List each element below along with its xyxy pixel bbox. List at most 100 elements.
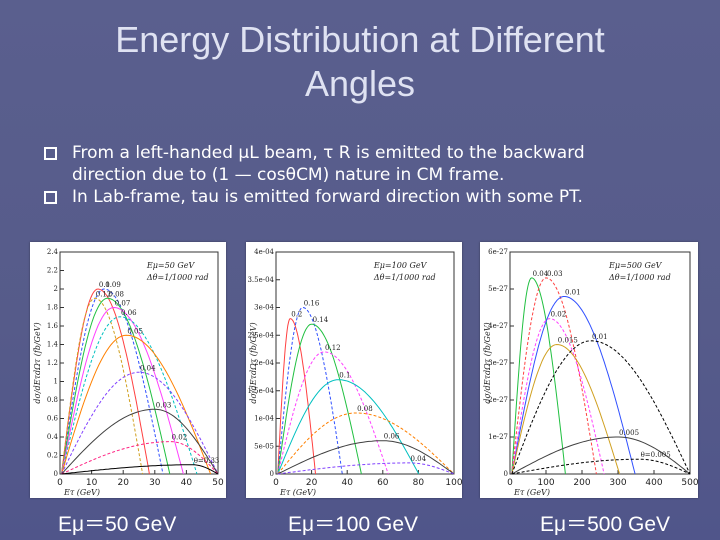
series-line (511, 436, 691, 475)
series-label: 0.02 (172, 434, 188, 442)
series-label: 0.16 (304, 300, 320, 308)
x-tick-label: 40 (341, 478, 353, 488)
series-line (511, 458, 691, 475)
series-line (61, 408, 219, 475)
chart-annotation: Δθ=1/1000 rad (608, 273, 671, 282)
x-axis-label: Eτ (GeV) (63, 488, 100, 497)
y-tick-label: 3e-04 (254, 304, 274, 312)
series-label: 0.2 (291, 311, 302, 319)
x-tick-label: 100 (537, 478, 554, 488)
series-label: 0.1 (339, 372, 350, 380)
chart-annotation: Δθ=1/1000 rad (373, 273, 436, 282)
y-axis-label: dσ/dEτdΩτ (fb/GeV) (33, 322, 42, 403)
chart-panel-100gev: 0 20 40 60 80 100 0 5e-05 1e-04 1.5e-04 2e-04 2.5e-… (246, 242, 462, 498)
x-tick-label: 0 (507, 478, 513, 488)
y-tick-label: 1 (54, 378, 58, 386)
y-axis-label: dσ/dEτdΩτ (fb/GeV) (249, 322, 258, 403)
page-title: Energy Distribution at Different Angles (60, 18, 660, 106)
x-tick-label: 30 (149, 478, 161, 488)
y-tick-label: 1.6 (47, 322, 59, 330)
series-label: θ=0.005 (641, 451, 671, 459)
series-line (61, 297, 171, 475)
x-axis-label: Eτ (GeV) (513, 488, 550, 497)
series-line (511, 277, 597, 475)
x-axis-label: Eτ (GeV) (279, 488, 316, 497)
x-tick-label: 80 (413, 478, 425, 488)
y-tick-label: 0 (504, 470, 508, 478)
x-tick-label: 40 (181, 478, 193, 488)
chart-annotation: Eμ=100 GeV (373, 261, 428, 270)
series-label: 0.03 (547, 270, 563, 278)
bullet-item: In Lab-frame, tau is emitted forward dir… (44, 186, 704, 208)
series-line (277, 323, 362, 475)
square-bullet-icon (44, 191, 57, 204)
series-line (511, 340, 691, 475)
y-tick-label: 2e-04 (254, 359, 274, 367)
series-line (511, 277, 566, 475)
series-label: 0.01 (592, 333, 608, 341)
series-label: 0.14 (313, 316, 329, 324)
y-tick-label: 0 (54, 470, 58, 478)
x-tick-label: 60 (377, 478, 389, 488)
chart-annotation: Eμ=500 GeV (608, 261, 663, 270)
y-axis-label: dσ/dEτdΩτ (fb/GeV) (483, 322, 492, 403)
x-tick-label: 20 (306, 478, 318, 488)
series-line (511, 296, 636, 475)
y-tick-label: 5e-27 (488, 285, 508, 293)
y-tick-label: 0.2 (47, 452, 58, 460)
y-tick-label: 4e-27 (488, 322, 508, 330)
y-tick-label: 4e-04 (254, 248, 274, 256)
x-tick-label: 400 (645, 478, 662, 488)
y-tick-label: 5e-05 (254, 442, 274, 450)
x-tick-label: 100 (445, 478, 462, 488)
bullet-item: From a left-handed μL beam, τ R is emitt… (44, 142, 704, 186)
series-line (277, 379, 420, 475)
series-label: 0.08 (108, 290, 124, 298)
series-line (61, 371, 219, 475)
series-label: 0.005 (619, 429, 639, 437)
y-tick-label: 1e-27 (488, 433, 508, 441)
chart-50gev: 0 10 20 30 40 50 0 0.2 0.4 0.6 0.8 1 1.2 1.4 1.6 1.8 2 2.… (33, 248, 224, 497)
series-line (277, 306, 343, 475)
chart-panel-500gev: 0 100 200 300 400 500 0 1e-27 2e-27 3e-27 4e-27 5e-… (480, 242, 698, 498)
chart-annotation: Δθ=1/1000 rad (146, 273, 209, 282)
series-label: 0.03 (156, 401, 172, 409)
x-tick-label: 300 (609, 478, 626, 488)
series-label: 0.12 (96, 290, 112, 298)
series-label: 0.12 (325, 344, 341, 352)
series-line (61, 306, 184, 475)
bullet-line: From a left-handed μL beam, τ R is emitt… (72, 143, 585, 163)
chart-500gev: 0 100 200 300 400 500 0 1e-27 2e-27 3e-27 4e-27 5e-… (483, 248, 698, 497)
y-tick-label: 0.8 (47, 396, 58, 404)
caption-50gev: Eμ＝50 GeV (58, 513, 177, 536)
y-tick-label: 1.8 (47, 304, 58, 312)
y-tick-label: 1.5e-04 (247, 387, 274, 395)
chart-100gev: 0 20 40 60 80 100 0 5e-05 1e-04 1.5e-04 2e-04 2.5e-… (247, 248, 462, 497)
x-tick-label: 0 (57, 478, 63, 488)
y-tick-label: 2 (54, 285, 58, 293)
y-tick-label: 2.4 (47, 248, 59, 256)
square-bullet-icon (44, 147, 57, 160)
series-line (277, 318, 316, 475)
series-label: 0.07 (115, 300, 131, 308)
series-label: 0.09 (105, 281, 121, 289)
series-line (277, 462, 455, 475)
chart-annotation: Eμ=50 GeV (146, 261, 196, 270)
y-tick-label: 1.2 (47, 359, 58, 367)
series-label: 0.04 (140, 364, 156, 372)
x-tick-label: 0 (273, 478, 279, 488)
y-tick-label: 0.4 (47, 433, 59, 441)
y-tick-label: 3e-27 (488, 359, 508, 367)
series-label: θ=0.33 (194, 457, 220, 465)
series-label: 0.04 (533, 270, 549, 278)
series-label: 0.06 (384, 433, 400, 441)
bullet-line: direction due to (1 — cosθCM) nature in … (72, 165, 505, 185)
series-label: 0.08 (357, 405, 373, 413)
series-line (277, 412, 455, 475)
y-tick-label: 1e-04 (254, 415, 274, 423)
y-tick-label: 1.4 (47, 341, 59, 349)
series-line (277, 440, 455, 475)
x-tick-label: 500 (681, 478, 698, 488)
series-label: 0.015 (558, 337, 578, 345)
series-line (61, 316, 198, 475)
